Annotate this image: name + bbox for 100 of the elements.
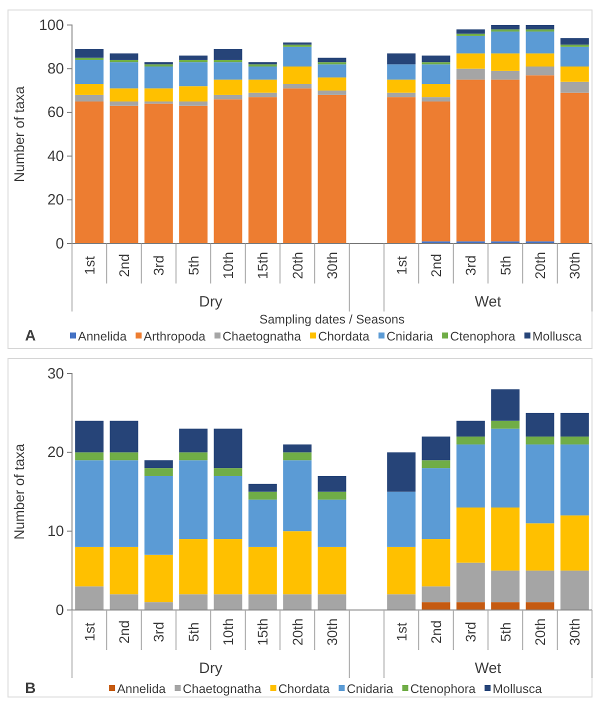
- x-tick-label: 30th: [324, 618, 340, 646]
- bar: [456, 444, 485, 508]
- text: Dry: [199, 660, 223, 677]
- text: Wet: [474, 294, 502, 310]
- bar: [422, 84, 450, 98]
- bar: [248, 492, 277, 500]
- bar: [75, 49, 104, 58]
- bar: [75, 84, 104, 95]
- bar: [526, 602, 554, 610]
- y-tick-label: 0: [56, 235, 64, 252]
- bar: [456, 29, 485, 34]
- x-tick-label: 3rd: [462, 255, 479, 276]
- bar: [491, 70, 520, 80]
- legend-label: Ctenophora: [450, 330, 516, 344]
- bar: [560, 515, 589, 571]
- y-tick-label: 20: [47, 444, 64, 462]
- bar: [422, 539, 450, 586]
- x-tick-label: 3rd: [150, 622, 167, 642]
- bar: [387, 80, 416, 93]
- bar: [560, 92, 589, 244]
- bar: [491, 80, 520, 242]
- text: Dry: [199, 294, 223, 310]
- bar: [422, 97, 450, 102]
- bar: [560, 570, 589, 610]
- bar: [179, 594, 208, 610]
- bar: [491, 53, 520, 71]
- bar: [214, 476, 242, 540]
- bar: [526, 412, 554, 437]
- bar: [387, 53, 416, 64]
- bar: [179, 60, 208, 62]
- bar: [422, 64, 450, 84]
- x-tick-label: 5th: [497, 256, 514, 276]
- bar: [144, 66, 173, 88]
- x-tick-label: 30th: [566, 252, 583, 280]
- bar: [422, 101, 450, 242]
- x-tick-label: 30th: [566, 618, 583, 646]
- bar: [110, 420, 138, 452]
- bar: [144, 101, 173, 104]
- bar: [214, 539, 242, 594]
- bar: [560, 46, 589, 67]
- bar: [318, 594, 346, 610]
- bar: [491, 25, 520, 30]
- bar: [283, 66, 312, 84]
- bar: [387, 64, 416, 80]
- bar: [248, 64, 277, 67]
- bar: [526, 32, 554, 54]
- bar: [491, 420, 520, 429]
- y-tick-label: 80: [47, 60, 64, 78]
- bar: [560, 444, 589, 516]
- y-tick-label: 60: [47, 104, 64, 122]
- bar: [283, 594, 312, 610]
- bar: [179, 539, 208, 594]
- bar: [318, 94, 346, 244]
- legend-label: Ctenophora: [410, 682, 476, 696]
- y-tick-label: 0: [56, 602, 64, 619]
- legend-label: Annelida: [117, 682, 166, 696]
- x-tick-label: 2nd: [428, 254, 444, 278]
- bar: [456, 68, 485, 80]
- bar: [318, 546, 346, 594]
- legend-label: Chaetognatha: [182, 682, 262, 696]
- bar: [560, 412, 589, 437]
- y-axis-title: Number of taxa: [11, 444, 27, 540]
- legend-label: Chaetognatha: [222, 330, 302, 344]
- bar: [456, 562, 485, 602]
- legend-label: Chordata: [318, 330, 370, 344]
- bar: [283, 452, 312, 460]
- bar: [456, 420, 485, 437]
- x-tick-label: 20th: [532, 618, 548, 646]
- legend-label: Cnidaria: [386, 330, 434, 344]
- bar: [456, 436, 485, 444]
- bar: [387, 452, 416, 492]
- bar: [526, 29, 554, 32]
- bar: [248, 80, 277, 93]
- bar: [318, 58, 346, 62]
- bar: [526, 66, 554, 76]
- bar: [283, 84, 312, 88]
- bar: [179, 62, 208, 86]
- bar: [318, 90, 346, 95]
- text: A: [25, 328, 36, 344]
- bar: [214, 468, 242, 476]
- x-tick-label: 2nd: [116, 620, 132, 644]
- bar: [144, 104, 173, 244]
- bar: [110, 106, 138, 244]
- bar: [110, 546, 138, 594]
- bar: [318, 77, 346, 91]
- bar: [526, 444, 554, 524]
- text: B: [25, 680, 36, 697]
- bar: [526, 75, 554, 242]
- bar: [179, 101, 208, 106]
- bar: [144, 554, 173, 602]
- bar: [491, 570, 520, 602]
- x-tick-label: 2nd: [116, 254, 132, 278]
- bar: [387, 492, 416, 547]
- x-tick-label: 10th: [220, 252, 236, 280]
- x-tick-label: 15th: [254, 252, 271, 280]
- bar: [179, 106, 208, 244]
- x-tick-label: 3rd: [150, 255, 167, 276]
- bar: [75, 60, 104, 84]
- bar: [526, 53, 554, 67]
- bar: [318, 476, 346, 492]
